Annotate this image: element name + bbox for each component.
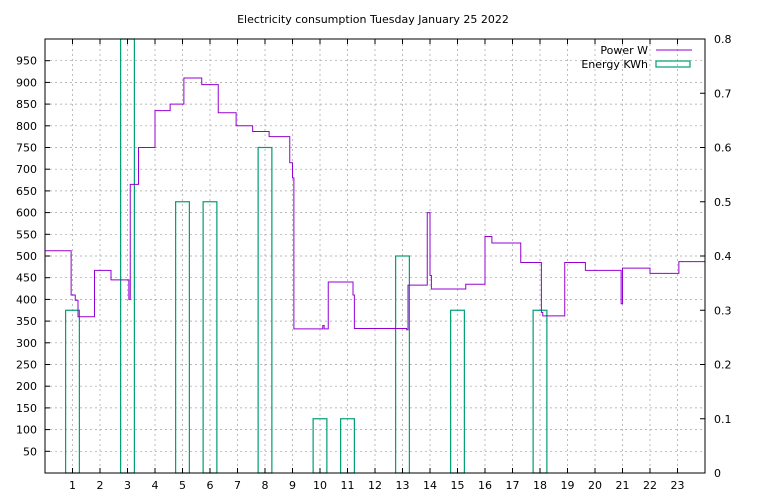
y-tick-label: 100 (16, 424, 37, 437)
x-tick-label: 23 (671, 479, 685, 492)
y-tick-label: 650 (16, 185, 37, 198)
legend: Power W Energy KWh (581, 44, 692, 71)
y-tick-label: 600 (16, 207, 37, 220)
y-tick-label: 450 (16, 272, 37, 285)
y2-tick-label: 0.6 (714, 142, 732, 155)
power-line-layer (45, 77, 705, 331)
x-tick-label: 12 (368, 479, 382, 492)
y2-tick-label: 0.4 (714, 250, 732, 263)
y-tick-label: 400 (16, 293, 37, 306)
y-tick-label: 850 (16, 98, 37, 111)
y-tick-label: 950 (16, 55, 37, 68)
x-tick-label: 9 (289, 479, 296, 492)
x-tick-label: 8 (262, 479, 269, 492)
chart-title: Electricity consumption Tuesday January … (237, 13, 509, 26)
x-tick-label: 19 (561, 479, 575, 492)
x-tick-label: 14 (423, 479, 437, 492)
y2-tick-label: 0.1 (714, 413, 732, 426)
x-tick-label: 1 (69, 479, 76, 492)
x-tick-label: 6 (207, 479, 214, 492)
y2-tick-label: 0.7 (714, 87, 732, 100)
y-tick-label: 50 (23, 445, 37, 458)
y2-tick-label: 0.2 (714, 359, 732, 372)
y-tick-label: 300 (16, 337, 37, 350)
x-tick-label: 4 (152, 479, 159, 492)
y-tick-label: 900 (16, 76, 37, 89)
x-tick-label: 2 (97, 479, 104, 492)
legend-power-label: Power W (600, 44, 648, 57)
y-tick-label: 700 (16, 163, 37, 176)
x-tick-label: 17 (506, 479, 520, 492)
x-tick-label: 7 (234, 479, 241, 492)
x-tick-label: 18 (533, 479, 547, 492)
y-tick-label: 550 (16, 228, 37, 241)
y-tick-label: 750 (16, 142, 37, 155)
x-tick-label: 16 (478, 479, 492, 492)
x-tick-label: 21 (616, 479, 630, 492)
y-tick-label: 350 (16, 315, 37, 328)
y2-tick-label: 0.3 (714, 304, 732, 317)
energy-bar (175, 201, 190, 474)
grid-layer (45, 39, 705, 473)
x-tick-label: 20 (588, 479, 602, 492)
y-tick-label: 500 (16, 250, 37, 263)
y-tick-label: 800 (16, 120, 37, 133)
y-tick-label: 200 (16, 380, 37, 393)
y-tick-label: 250 (16, 359, 37, 372)
x-tick-label: 13 (396, 479, 410, 492)
x-tick-label: 15 (451, 479, 465, 492)
y-tick-label: 150 (16, 402, 37, 415)
legend-energy-label: Energy KWh (581, 58, 648, 71)
legend-energy-swatch (655, 60, 691, 68)
axes (44, 38, 706, 474)
energy-bar (202, 201, 218, 474)
power-line (45, 77, 705, 331)
y2-tick-label: 0 (714, 467, 721, 480)
tick-labels: 1 2 3 4 5 6 7 8 9 10 11 12 13 14 15 16 17 18 19 20 21 22 23501… (16, 33, 732, 492)
x-tick-label: 22 (643, 479, 657, 492)
x-tick-label: 5 (179, 479, 186, 492)
y2-tick-label: 0.8 (714, 33, 732, 46)
x-tick-label: 3 (124, 479, 131, 492)
y2-tick-label: 0.5 (714, 196, 732, 209)
x-tick-label: 10 (313, 479, 327, 492)
x-tick-label: 11 (341, 479, 355, 492)
